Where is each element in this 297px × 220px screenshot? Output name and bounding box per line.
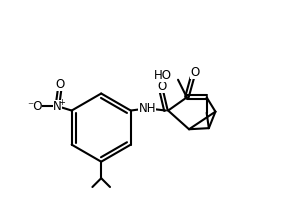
Text: HO: HO	[154, 69, 171, 82]
Text: ⁻O: ⁻O	[27, 100, 42, 113]
Text: O: O	[190, 66, 199, 79]
Text: O: O	[157, 80, 166, 93]
Text: N: N	[53, 100, 62, 113]
Text: O: O	[55, 78, 64, 91]
Text: NH: NH	[138, 102, 156, 115]
Text: +: +	[58, 98, 65, 107]
